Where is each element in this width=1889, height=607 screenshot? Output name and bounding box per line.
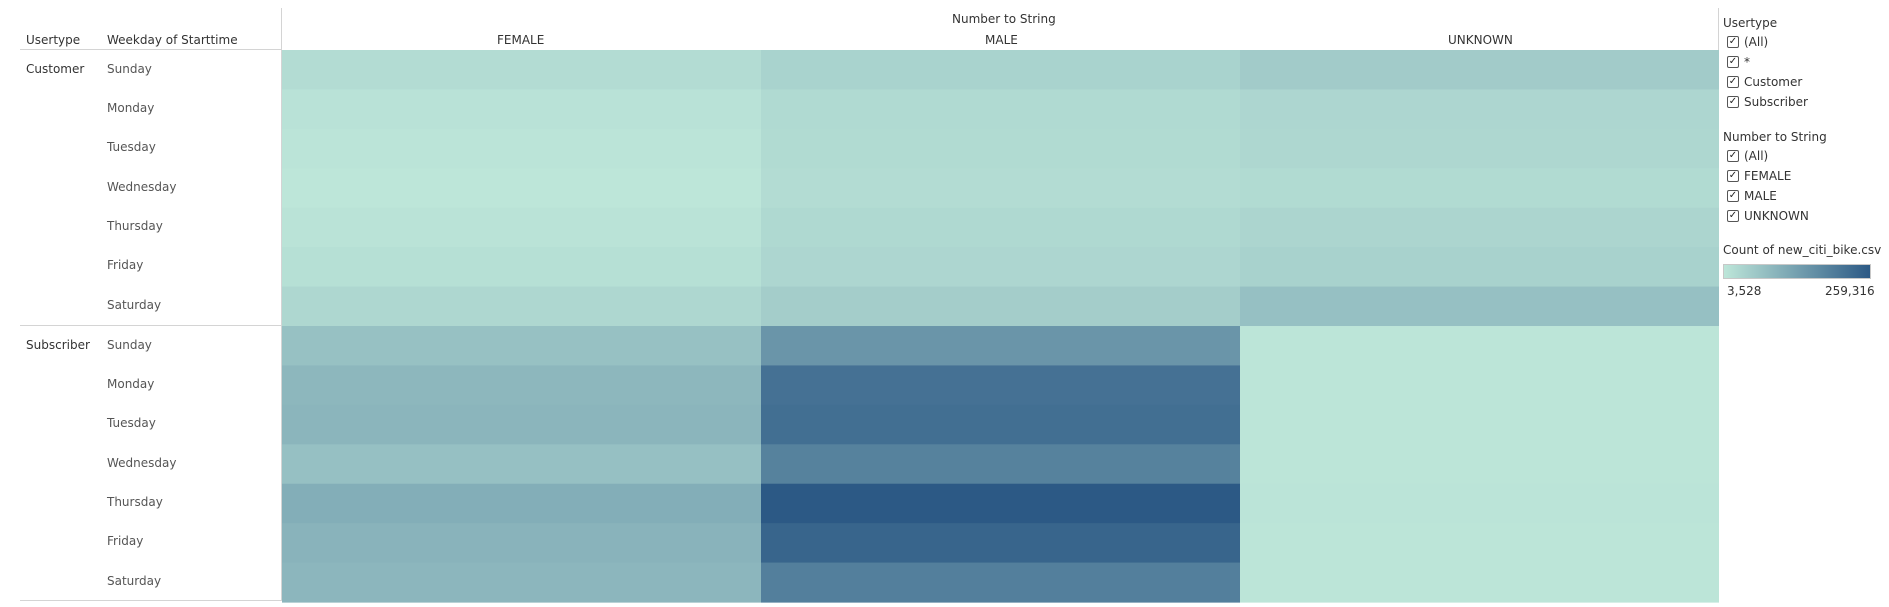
heatmap-cell-subscriber-monday-female[interactable] <box>282 365 761 406</box>
usertype-filter-title: Usertype <box>1723 16 1778 30</box>
checkbox-icon[interactable]: ✓ <box>1727 76 1739 88</box>
heatmap-cell-customer-sunday-female[interactable] <box>282 50 761 91</box>
column-header-unknown[interactable]: UNKNOWN <box>1448 33 1513 47</box>
checkbox-icon[interactable]: ✓ <box>1727 96 1739 108</box>
group-label-subscriber[interactable]: Subscriber <box>26 338 90 352</box>
heatmap-cell-customer-monday-female[interactable] <box>282 89 761 130</box>
heatmap-cell-customer-friday-female[interactable] <box>282 247 761 288</box>
gender-filter-title: Number to String <box>1723 130 1827 144</box>
heatmap-cell-customer-sunday-unknown[interactable] <box>1240 50 1719 91</box>
color-legend-max-label: 259,316 <box>1825 284 1875 298</box>
color-legend-ramp <box>1723 264 1871 279</box>
row-label-subscriber-thursday: Thursday <box>107 495 163 509</box>
heatmap-cell-customer-saturday-unknown[interactable] <box>1240 286 1719 327</box>
heatmap-cell-subscriber-thursday-unknown[interactable] <box>1240 483 1719 524</box>
checkbox-icon[interactable]: ✓ <box>1727 56 1739 68</box>
filter-option-label: FEMALE <box>1744 169 1792 183</box>
usertype-filter-subscriber[interactable]: ✓ Subscriber <box>1727 95 1808 109</box>
heatmap-cell-customer-monday-unknown[interactable] <box>1240 89 1719 130</box>
heatmap-cell-customer-tuesday-male[interactable] <box>761 128 1240 169</box>
row-label-subscriber-sunday: Sunday <box>107 338 152 352</box>
heatmap-cell-customer-wednesday-female[interactable] <box>282 168 761 209</box>
checkbox-icon[interactable]: ✓ <box>1727 170 1739 182</box>
weekday-column-header: Weekday of Starttime <box>107 33 238 47</box>
heatmap-cell-customer-tuesday-unknown[interactable] <box>1240 128 1719 169</box>
usertype-filter-customer[interactable]: ✓ Customer <box>1727 75 1802 89</box>
column-field-header: Number to String <box>952 12 1056 26</box>
gender-filter-male[interactable]: ✓ MALE <box>1727 189 1777 203</box>
heatmap-cell-subscriber-wednesday-male[interactable] <box>761 444 1240 485</box>
heatmap-cell-customer-saturday-male[interactable] <box>761 286 1240 327</box>
filter-option-label: (All) <box>1744 149 1769 163</box>
row-label-customer-monday: Monday <box>107 101 155 115</box>
heatmap-cell-customer-monday-male[interactable] <box>761 89 1240 130</box>
row-label-customer-saturday: Saturday <box>107 298 162 312</box>
column-header-male[interactable]: MALE <box>985 33 1018 47</box>
row-label-subscriber-wednesday: Wednesday <box>107 456 177 470</box>
group-divider <box>20 325 282 326</box>
row-label-subscriber-monday: Monday <box>107 377 155 391</box>
checkbox-icon[interactable]: ✓ <box>1727 210 1739 222</box>
row-label-customer-thursday: Thursday <box>107 219 163 233</box>
heatmap-cell-customer-friday-unknown[interactable] <box>1240 247 1719 288</box>
heatmap-cell-subscriber-wednesday-unknown[interactable] <box>1240 444 1719 485</box>
color-legend-min-label: 3,528 <box>1727 284 1762 298</box>
usertype-column-header: Usertype <box>26 33 81 47</box>
heatmap-cell-subscriber-thursday-female[interactable] <box>282 483 761 524</box>
heatmap-cell-subscriber-friday-male[interactable] <box>761 523 1240 564</box>
heatmap-cell-subscriber-tuesday-unknown[interactable] <box>1240 404 1719 445</box>
column-header-female[interactable]: FEMALE <box>497 33 545 47</box>
heatmap-cell-subscriber-tuesday-female[interactable] <box>282 404 761 445</box>
filter-option-label: (All) <box>1744 35 1769 49</box>
heatmap-cell-customer-wednesday-unknown[interactable] <box>1240 168 1719 209</box>
gender-filter-unknown[interactable]: ✓ UNKNOWN <box>1727 209 1809 223</box>
header-divider <box>20 49 282 50</box>
gender-filter-all[interactable]: ✓ (All) <box>1727 149 1768 163</box>
heatmap-cell-customer-tuesday-female[interactable] <box>282 128 761 169</box>
heatmap-cell-subscriber-thursday-male[interactable] <box>761 483 1240 524</box>
group-label-customer[interactable]: Customer <box>26 62 85 76</box>
heatmap-cell-subscriber-saturday-male[interactable] <box>761 562 1240 603</box>
heatmap-cell-subscriber-friday-unknown[interactable] <box>1240 523 1719 564</box>
checkbox-icon[interactable]: ✓ <box>1727 150 1739 162</box>
row-label-customer-friday: Friday <box>107 258 144 272</box>
heatmap-cell-customer-saturday-female[interactable] <box>282 286 761 327</box>
heatmap-cell-customer-friday-male[interactable] <box>761 247 1240 288</box>
heatmap-cell-customer-thursday-male[interactable] <box>761 207 1240 248</box>
usertype-filter-all[interactable]: ✓ (All) <box>1727 35 1768 49</box>
bottom-divider <box>20 600 282 601</box>
row-label-subscriber-saturday: Saturday <box>107 574 162 588</box>
row-label-subscriber-tuesday: Tuesday <box>107 416 156 430</box>
heatmap-cell-subscriber-friday-female[interactable] <box>282 523 761 564</box>
row-label-customer-wednesday: Wednesday <box>107 180 177 194</box>
filter-option-label: UNKNOWN <box>1744 209 1809 223</box>
heatmap-cell-customer-sunday-male[interactable] <box>761 50 1240 91</box>
pane-left-border <box>281 8 282 601</box>
checkbox-icon[interactable]: ✓ <box>1727 36 1739 48</box>
heatmap-cell-subscriber-monday-unknown[interactable] <box>1240 365 1719 406</box>
heatmap-cell-subscriber-monday-male[interactable] <box>761 365 1240 406</box>
heatmap-cell-customer-thursday-female[interactable] <box>282 207 761 248</box>
heatmap-cell-subscriber-sunday-female[interactable] <box>282 326 761 367</box>
row-label-subscriber-friday: Friday <box>107 534 144 548</box>
color-legend-title: Count of new_citi_bike.csv <box>1723 243 1882 257</box>
checkbox-icon[interactable]: ✓ <box>1727 190 1739 202</box>
usertype-filter-null[interactable]: ✓ * <box>1727 55 1750 69</box>
heatmap-cell-subscriber-tuesday-male[interactable] <box>761 404 1240 445</box>
filter-option-label: Subscriber <box>1744 95 1808 109</box>
heatmap-cell-subscriber-sunday-unknown[interactable] <box>1240 326 1719 367</box>
heatmap-cell-subscriber-saturday-unknown[interactable] <box>1240 562 1719 603</box>
heatmap-cell-subscriber-saturday-female[interactable] <box>282 562 761 603</box>
row-label-customer-sunday: Sunday <box>107 62 152 76</box>
filter-option-label: * <box>1744 55 1750 69</box>
gender-filter-female[interactable]: ✓ FEMALE <box>1727 169 1791 183</box>
heatmap-cell-customer-thursday-unknown[interactable] <box>1240 207 1719 248</box>
row-label-customer-tuesday: Tuesday <box>107 140 156 154</box>
heatmap-cell-customer-wednesday-male[interactable] <box>761 168 1240 209</box>
heatmap-cell-subscriber-wednesday-female[interactable] <box>282 444 761 485</box>
filter-option-label: Customer <box>1744 75 1803 89</box>
filter-option-label: MALE <box>1744 189 1777 203</box>
heatmap-cell-subscriber-sunday-male[interactable] <box>761 326 1240 367</box>
